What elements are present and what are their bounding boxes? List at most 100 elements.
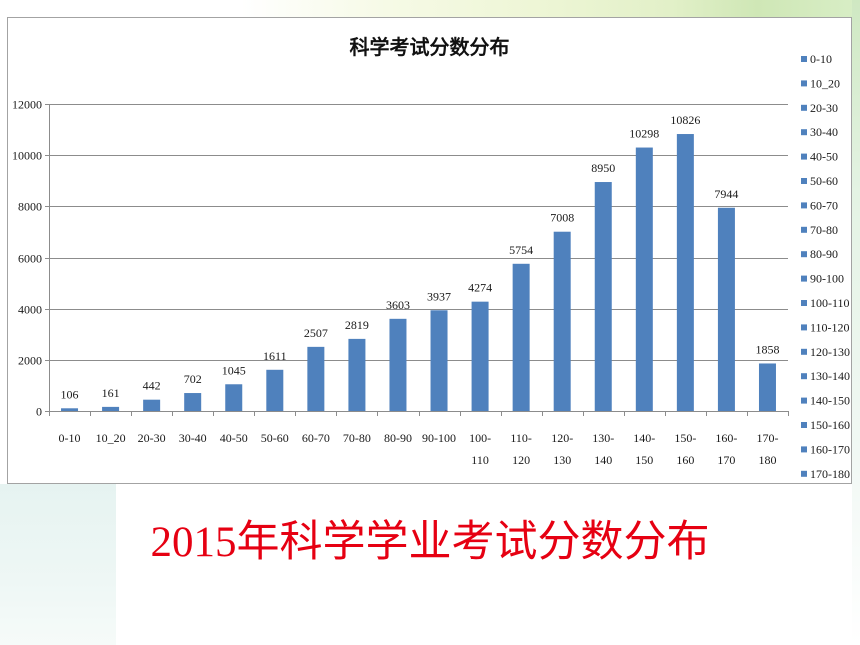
chart-title: 科学考试分数分布: [350, 35, 510, 59]
y-tick-label-2000: 2000: [18, 354, 42, 368]
legend-item-140-150: 140-150: [801, 394, 850, 408]
x-tick-label-20-30: 20-30: [138, 431, 166, 445]
x-tick-label-50-60: 50-60: [261, 431, 289, 445]
data-label-100-110: 4274: [468, 281, 492, 295]
legend-label-60-70: 60-70: [810, 198, 838, 212]
y-tick-label-10000: 10000: [12, 149, 42, 163]
legend-item-60-70: 60-70: [801, 198, 838, 212]
x-tick-label-40-50: 40-50: [220, 431, 248, 445]
legend-item-40-50: 40-50: [801, 150, 838, 164]
bar-170-180: [758, 363, 776, 411]
slide-caption: 2015年科学学业考试分数分布: [150, 519, 710, 566]
slide-right-decoration: [852, 0, 860, 645]
legend-label-130-140: 130-140: [810, 369, 850, 383]
data-label-110-120: 5754: [509, 243, 533, 257]
y-axis-labels: 0 2000 4000 6000 8000 10000 12000: [12, 98, 42, 419]
x-tick-label-160-170: 160-170: [715, 431, 737, 467]
x-tick-label-130-140: 130-140: [592, 431, 614, 467]
legend-label-30-40: 30-40: [810, 125, 838, 139]
data-label-50-60: 1611: [263, 349, 287, 363]
slide-top-decoration: [0, 0, 860, 17]
legend-item-170-180: 170-180: [801, 467, 850, 481]
legend-label-160-170: 160-170: [810, 442, 850, 456]
legend-item-150-160: 150-160: [801, 418, 850, 432]
legend-label-40-50: 40-50: [810, 150, 838, 164]
legend-label-90-100: 90-100: [810, 272, 844, 286]
data-label-10-20: 161: [102, 386, 120, 400]
x-tick-label-120-130: 120-130: [551, 431, 573, 467]
legend-label-140-150: 140-150: [810, 394, 850, 408]
legend-item-0-10: 0-10: [801, 52, 832, 66]
y-tick-label-0: 0: [36, 405, 42, 419]
data-label-130-140: 8950: [591, 161, 615, 175]
legend-marker-160-170: [801, 446, 807, 453]
legend-label-0-10: 0-10: [810, 52, 832, 66]
data-label-140-150: 10298: [629, 127, 659, 141]
x-tick-label-80-90: 80-90: [384, 431, 412, 445]
legend-item-20-30: 20-30: [801, 101, 838, 115]
legend-marker-120-130: [801, 348, 807, 355]
data-label-70-80: 2819: [345, 318, 369, 332]
bar-100-110: [471, 301, 489, 411]
data-label-170-180: 1858: [755, 342, 779, 356]
legend-marker-150-160: [801, 422, 807, 428]
legend-marker-100-110: [801, 300, 807, 306]
data-label-90-100: 3937: [427, 289, 451, 303]
legend-item-160-170: 160-170: [801, 442, 850, 456]
bar-130-140: [594, 182, 612, 411]
legend-label-120-130: 120-130: [810, 345, 850, 359]
legend-marker-140-150: [801, 397, 807, 404]
x-tick-label-90-100: 90-100: [422, 431, 456, 445]
legend-label-80-90: 80-90: [810, 247, 838, 261]
data-label-40-50: 1045: [222, 363, 246, 377]
legend-item-100-110: 100-110: [801, 296, 850, 310]
data-label-150-160: 10826: [670, 113, 700, 127]
legend-item-130-140: 130-140: [801, 369, 850, 383]
bar-50-60: [266, 369, 284, 411]
data-label-20-30: 442: [143, 379, 161, 393]
y-tick-label-6000: 6000: [18, 252, 42, 266]
bar-60-70: [307, 346, 325, 411]
bar-160-170: [717, 207, 735, 411]
y-tick-label-8000: 8000: [18, 200, 42, 214]
legend: 0-10 10_20 20-30 30-40 40-50 50-60 60-70 70-80 8…: [801, 52, 850, 481]
data-labels: 106 161 442 702 1045 1611 2507 2819 3603 3937 4274…: [61, 113, 780, 401]
bars: [61, 134, 776, 412]
x-tick-label-60-70: 60-70: [302, 431, 330, 445]
x-tick-label-140-150: 140-150: [633, 431, 655, 467]
chart-svg: 科学考试分数分布 0 2000 4000 6000 8000 10000 12000 106 1…: [12, 35, 850, 481]
bar-110-120: [512, 263, 530, 411]
y-tick-label-12000: 12000: [12, 98, 42, 112]
legend-marker-60-70: [801, 202, 807, 209]
legend-label-50-60: 50-60: [810, 174, 838, 188]
legend-item-30-40: 30-40: [801, 125, 838, 139]
bar-20-30: [143, 399, 161, 411]
legend-marker-80-90: [801, 251, 807, 258]
legend-item-50-60: 50-60: [801, 174, 838, 188]
x-tick-label-0-10: 0-10: [59, 431, 81, 445]
legend-item-70-80: 70-80: [801, 223, 838, 237]
legend-label-170-180: 170-180: [810, 467, 850, 481]
x-tick-label-170-180: 170-180: [756, 431, 778, 467]
bar-30-40: [184, 393, 202, 411]
gridlines: [49, 104, 788, 361]
legend-item-80-90: 80-90: [801, 247, 838, 261]
bar-90-100: [430, 310, 448, 411]
chart-frame: 科学考试分数分布 0 2000 4000 6000 8000 10000 12000 106 1…: [7, 17, 852, 484]
bar-140-150: [635, 147, 653, 412]
legend-marker-20-30: [801, 104, 807, 111]
legend-marker-110-120: [801, 324, 807, 331]
legend-marker-10-20: [801, 80, 807, 87]
legend-label-100-110: 100-110: [810, 296, 850, 310]
x-axis-labels: 0-10 10_20 20-30 30-40 40-50 50-60 60-70 70-80 8…: [59, 431, 779, 467]
legend-label-110-120: 110-120: [810, 320, 850, 334]
x-tick-label-110-120: 110-120: [510, 431, 532, 467]
data-label-0-10: 106: [61, 387, 79, 401]
legend-marker-0-10: [801, 56, 807, 62]
legend-marker-90-100: [801, 275, 807, 282]
data-label-60-70: 2507: [304, 326, 328, 340]
legend-item-10-20: 10_20: [801, 76, 840, 90]
y-tick-label-4000: 4000: [18, 303, 42, 317]
x-tick-label-30-40: 30-40: [179, 431, 207, 445]
data-label-120-130: 7008: [550, 211, 574, 225]
